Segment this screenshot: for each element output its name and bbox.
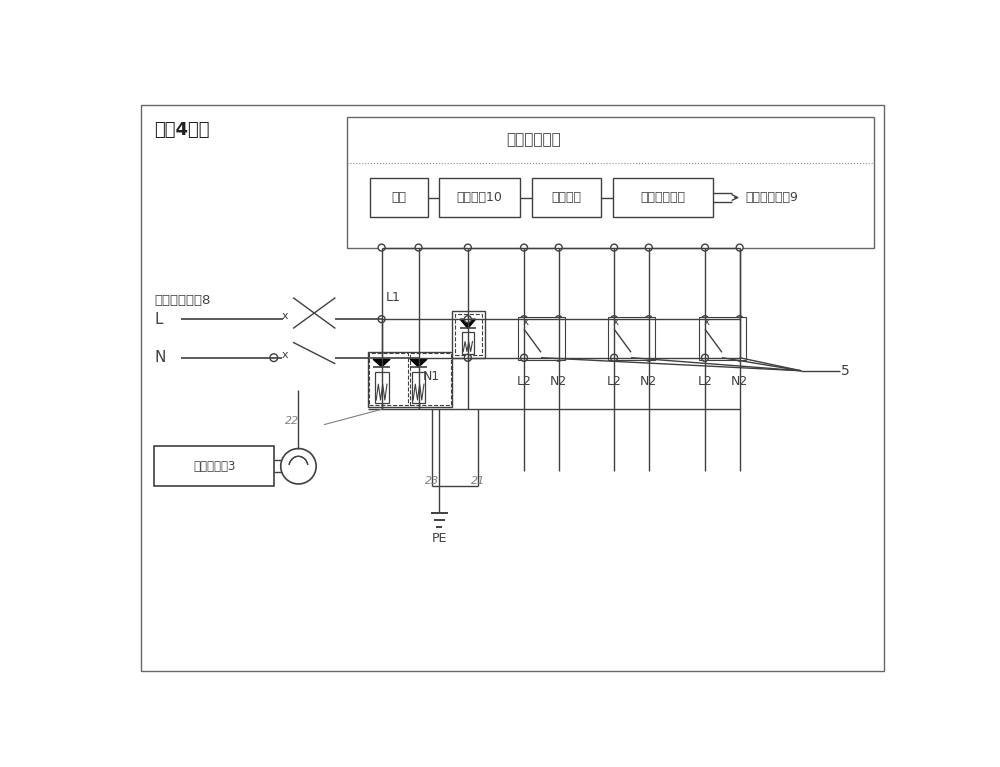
Bar — [608, 317, 655, 360]
Circle shape — [611, 354, 618, 361]
Bar — [518, 317, 565, 360]
Bar — [532, 178, 601, 217]
Circle shape — [521, 354, 528, 361]
Circle shape — [736, 244, 743, 251]
Bar — [699, 317, 746, 360]
Text: x: x — [282, 350, 289, 360]
Circle shape — [611, 316, 618, 323]
Bar — [369, 353, 408, 406]
Circle shape — [555, 244, 562, 251]
Bar — [410, 353, 451, 406]
Text: 遥信输出端口9: 遥信输出端口9 — [745, 191, 798, 204]
Circle shape — [415, 354, 422, 361]
Bar — [452, 311, 485, 357]
Polygon shape — [373, 359, 390, 367]
Circle shape — [555, 354, 562, 361]
Bar — [439, 178, 520, 217]
Circle shape — [464, 354, 471, 361]
Circle shape — [645, 354, 652, 361]
Text: L2: L2 — [698, 374, 712, 387]
Polygon shape — [410, 359, 427, 367]
Bar — [347, 117, 874, 248]
Text: 箱体4内部: 箱体4内部 — [154, 120, 210, 139]
Text: 辅助电路模块: 辅助电路模块 — [506, 132, 561, 147]
Bar — [613, 178, 713, 217]
Text: 指示单元10: 指示单元10 — [457, 191, 503, 204]
Circle shape — [521, 354, 528, 361]
Text: x: x — [282, 311, 289, 321]
Bar — [462, 331, 474, 354]
Circle shape — [702, 354, 708, 361]
Circle shape — [521, 316, 528, 323]
Bar — [412, 371, 425, 403]
Circle shape — [702, 354, 708, 361]
Text: N1: N1 — [422, 370, 440, 384]
Text: x: x — [703, 317, 710, 327]
Circle shape — [521, 244, 528, 251]
Polygon shape — [460, 319, 476, 328]
Circle shape — [555, 316, 562, 323]
Circle shape — [281, 449, 316, 484]
Text: 雷击计数器3: 雷击计数器3 — [193, 459, 235, 472]
Circle shape — [464, 316, 471, 323]
Text: 监控单元: 监控单元 — [551, 191, 581, 204]
Text: 输入接线端子8: 输入接线端子8 — [154, 294, 211, 307]
Text: 23: 23 — [425, 476, 439, 486]
Bar — [375, 371, 389, 403]
Bar — [370, 178, 428, 217]
Text: 22: 22 — [285, 416, 300, 426]
Bar — [455, 314, 482, 355]
Text: N2: N2 — [731, 374, 748, 387]
Bar — [368, 351, 452, 407]
Text: L2: L2 — [517, 374, 531, 387]
Circle shape — [645, 244, 652, 251]
Circle shape — [270, 354, 278, 361]
Text: N2: N2 — [550, 374, 567, 387]
Text: N: N — [154, 351, 166, 365]
Circle shape — [702, 244, 708, 251]
Circle shape — [415, 244, 422, 251]
Circle shape — [736, 316, 743, 323]
Text: L: L — [154, 311, 163, 327]
Bar — [154, 446, 274, 486]
Text: 电源: 电源 — [391, 191, 406, 204]
Circle shape — [611, 244, 618, 251]
Circle shape — [378, 316, 385, 323]
Text: 21: 21 — [471, 476, 485, 486]
Circle shape — [736, 354, 743, 361]
Text: x: x — [613, 317, 619, 327]
Circle shape — [464, 354, 471, 361]
Circle shape — [464, 316, 471, 323]
Text: N2: N2 — [640, 374, 657, 387]
Text: 5: 5 — [841, 364, 850, 378]
Text: L2: L2 — [607, 374, 622, 387]
Text: L1: L1 — [385, 291, 400, 304]
Text: 遥信输出单元: 遥信输出单元 — [640, 191, 685, 204]
Circle shape — [645, 316, 652, 323]
Circle shape — [464, 244, 471, 251]
Text: x: x — [523, 317, 529, 327]
Text: PE: PE — [432, 532, 447, 545]
Circle shape — [378, 244, 385, 251]
Circle shape — [611, 354, 618, 361]
Circle shape — [702, 316, 708, 323]
